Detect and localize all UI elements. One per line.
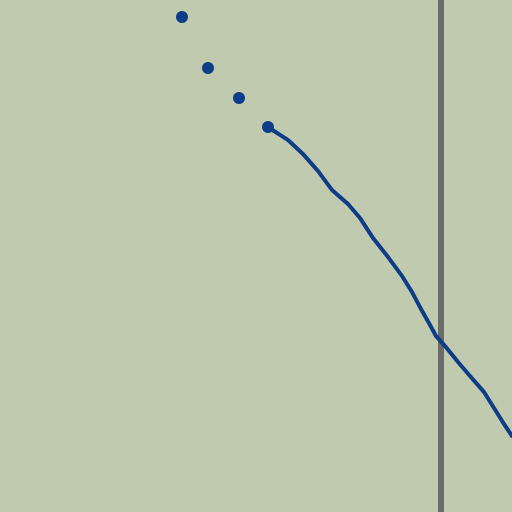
trace-dotted-segment — [176, 11, 274, 133]
trace-solid-segment — [264, 124, 512, 438]
trace-dot — [233, 92, 245, 104]
trace-dot — [176, 11, 188, 23]
trace-dot — [202, 62, 214, 74]
